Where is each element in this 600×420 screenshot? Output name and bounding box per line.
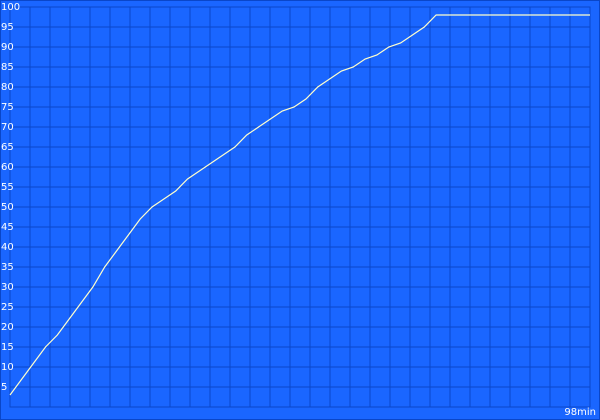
y-tick-label: 75 — [1, 102, 14, 113]
y-tick-label: 65 — [1, 142, 14, 153]
data-line — [9, 14, 590, 396]
y-tick-label: 90 — [1, 42, 14, 53]
y-tick-label: 20 — [1, 322, 14, 333]
y-tick-label: 25 — [1, 302, 14, 313]
y-tick-label: 30 — [1, 282, 14, 293]
y-tick-label: 35 — [1, 262, 14, 273]
y-tick-label: 100 — [1, 2, 20, 13]
y-tick-label: 95 — [1, 22, 14, 33]
y-tick-label: 10 — [1, 362, 14, 373]
y-tick-label: 80 — [1, 82, 14, 93]
y-tick-label: 60 — [1, 162, 14, 173]
y-tick-label: 70 — [1, 122, 14, 133]
y-tick-label: 5 — [1, 382, 7, 393]
y-tick-label: 45 — [1, 222, 14, 233]
x-tick-label: 98min — [564, 407, 596, 418]
y-tick-label: 50 — [1, 202, 14, 213]
y-tick-label: 85 — [1, 62, 14, 73]
y-tick-label: 40 — [1, 242, 14, 253]
y-tick-label: 15 — [1, 342, 14, 353]
y-tick-label: 55 — [1, 182, 14, 193]
